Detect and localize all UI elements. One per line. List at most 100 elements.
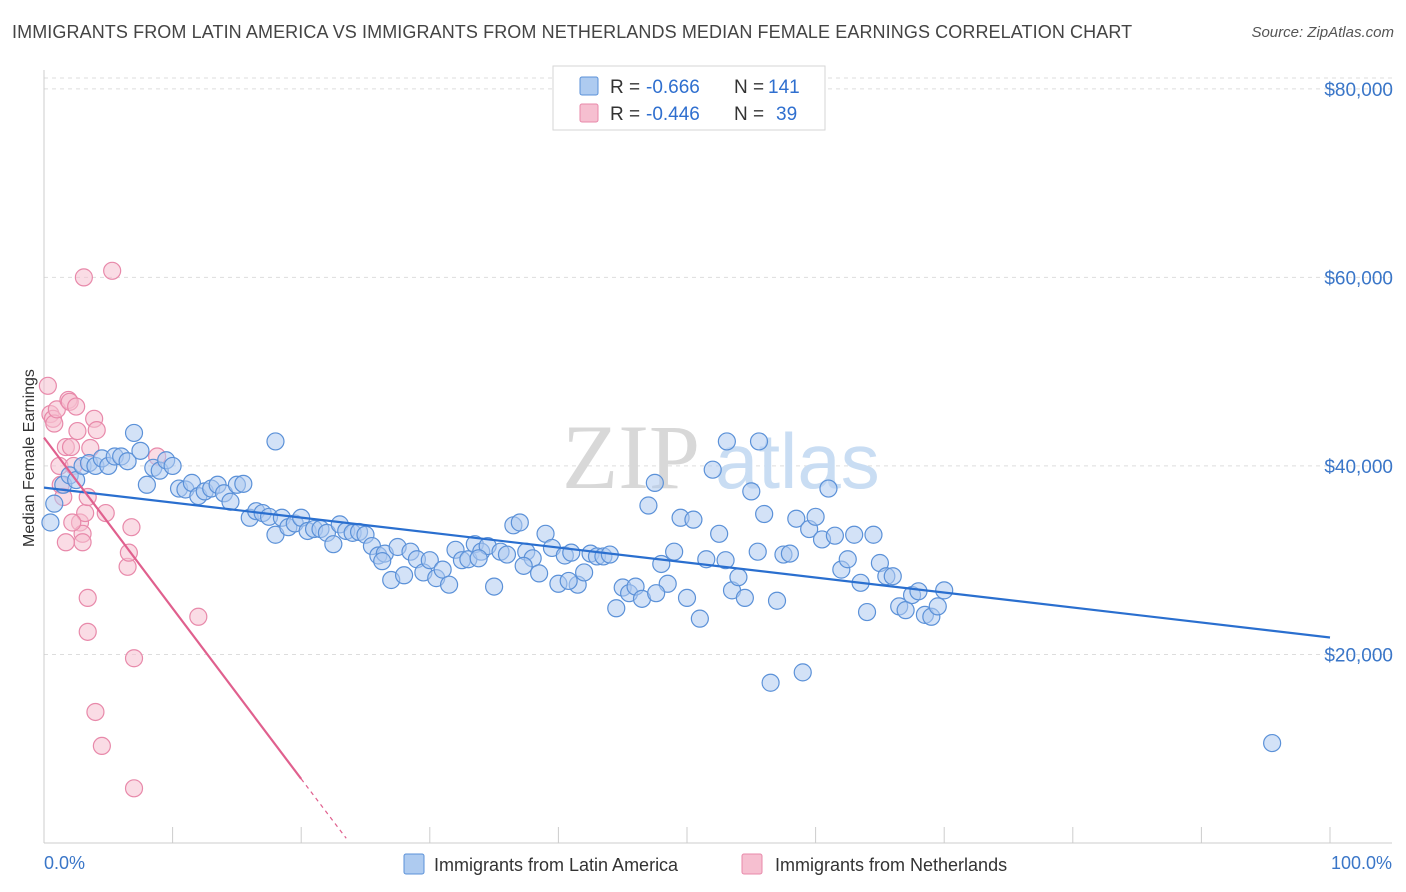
point-netherlands [92,736,111,756]
point-latin-america [780,544,799,563]
watermark: ZIP atlas [562,406,880,508]
point-latin-america [857,602,877,622]
point-latin-america [324,535,343,554]
point-latin-america [530,564,549,583]
point-latin-america [677,588,697,608]
point-latin-america [131,441,150,460]
point-latin-america [729,568,748,587]
legend-swatch-pink [579,103,599,123]
point-latin-america [883,567,902,586]
point-netherlands [73,533,92,552]
legend-n-value: 39 [776,104,797,125]
point-latin-america [118,452,137,471]
point-netherlands [124,779,144,798]
point-latin-america [41,513,60,532]
point-latin-america [639,496,658,515]
series-swatch-netherlands [741,853,763,875]
y-axis-label: Median Female Earnings [21,369,38,547]
point-latin-america [439,575,459,594]
point-latin-america [928,597,947,616]
legend-r-label: R = [610,104,640,125]
point-netherlands [78,622,97,641]
point-latin-america [514,556,533,575]
point-latin-america [838,550,857,569]
point-latin-america [735,588,754,608]
trend-line-latin-america [43,486,1331,639]
watermark-atlas: atlas [715,417,880,505]
point-netherlands [122,518,141,537]
point-netherlands [63,513,82,532]
point-latin-america [1263,733,1282,753]
point-latin-america [710,524,729,543]
series-label-netherlands: Immigrants from Netherlands [775,855,1007,875]
point-latin-america [806,507,825,526]
point-latin-america [684,510,703,529]
point-latin-america [575,563,594,582]
axes [43,70,1392,844]
series-swatch-latin-america [403,853,425,875]
source-label: Source: ZipAtlas.com [1251,24,1394,41]
point-latin-america [690,609,709,628]
point-netherlands [87,421,106,440]
grid-lines [44,77,1392,655]
point-latin-america [767,591,787,610]
point-latin-america [373,552,392,571]
point-latin-america [433,560,452,579]
point-netherlands [78,588,97,608]
data-points [38,261,1282,798]
trend-line-netherlands [43,436,303,780]
point-latin-america [665,542,684,561]
point-netherlands [96,503,115,523]
correlation-legend: R = -0.666 N = 141 R = -0.446 N = 39 [552,65,826,131]
trend-line-netherlands-extension [300,778,347,839]
y-tick-label: $40,000 [1324,457,1393,478]
point-latin-america [559,571,578,591]
series-legend: Immigrants from Latin America Immigrants… [403,853,1007,875]
y-tick-labels: $20,000 $40,000 $60,000 $80,000 [1324,80,1393,667]
point-latin-america [469,549,488,568]
point-latin-america [137,475,156,494]
point-netherlands [74,268,93,287]
point-latin-america [163,456,182,476]
point-latin-america [485,577,504,596]
legend-n-label: N = [734,104,764,125]
x-tick-max: 100.0% [1331,853,1392,873]
point-latin-america [703,460,722,479]
legend-r-value: -0.666 [646,77,700,98]
point-latin-america [896,601,915,620]
point-latin-america [45,494,64,513]
point-latin-america [647,584,666,603]
point-latin-america [266,432,285,451]
point-latin-america [234,474,253,493]
point-latin-america [845,525,864,544]
point-latin-america [717,432,736,451]
y-tick-label: $80,000 [1324,80,1393,101]
legend-n-label: N = [734,77,764,98]
trend-lines [43,436,1331,839]
point-latin-america [394,566,414,585]
point-netherlands [56,533,75,552]
point-latin-america [935,581,954,600]
y-tick-label: $20,000 [1324,645,1393,666]
point-netherlands [189,607,208,626]
point-latin-america [755,504,774,524]
legend-r-label: R = [610,77,640,98]
point-latin-america [819,479,838,498]
point-latin-america [124,423,144,443]
point-netherlands [103,261,122,280]
point-latin-america [825,526,844,545]
point-netherlands [86,702,105,722]
point-latin-america [761,673,780,692]
point-latin-america [562,543,581,562]
point-latin-america [787,509,806,528]
point-latin-america [510,513,529,532]
legend-r-value: -0.446 [646,104,700,125]
point-netherlands [67,397,86,416]
legend-swatch-blue [579,76,599,96]
point-latin-america [497,545,517,564]
series-label-latin-america: Immigrants from Latin America [434,855,679,875]
point-latin-america [793,663,812,682]
x-tick-min: 0.0% [44,853,85,873]
point-netherlands [68,421,87,441]
